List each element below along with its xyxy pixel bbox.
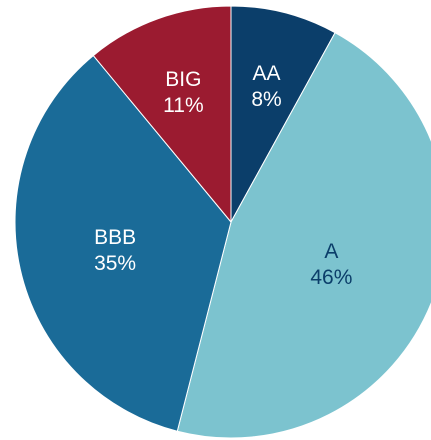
pie-slice-a xyxy=(176,32,431,439)
pie-labels: AA 8% A 46% BBB 35% BIG 11% xyxy=(94,62,352,289)
slice-percent-big: 11% xyxy=(163,94,203,117)
slice-percent-a: 46% xyxy=(310,266,352,289)
slice-percent-bbb: 35% xyxy=(94,252,136,275)
pie-slice-bbb xyxy=(14,54,232,432)
slice-label-bbb: BBB xyxy=(94,226,136,249)
slice-label-aa: AA xyxy=(252,62,280,85)
pie-slice-aa xyxy=(230,5,336,223)
slice-percent-aa: 8% xyxy=(251,88,281,111)
slice-label-a: A xyxy=(324,240,338,263)
slice-label-big: BIG xyxy=(165,68,201,91)
pie-slice-big xyxy=(92,5,232,224)
pie-slices xyxy=(14,5,431,439)
